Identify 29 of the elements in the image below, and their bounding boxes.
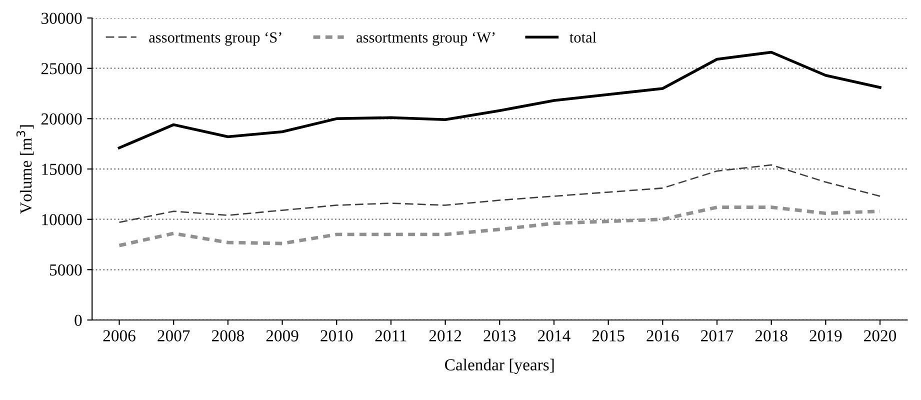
x-tick-label: 2008 xyxy=(212,330,244,342)
line-series xyxy=(118,164,881,224)
legend-label: assortments group ‘S’ xyxy=(149,32,282,46)
x-tick-label: 2015 xyxy=(592,330,624,342)
x-tick-label: 2006 xyxy=(103,330,136,342)
line-series xyxy=(118,50,882,150)
x-tick-label: 2007 xyxy=(158,330,190,342)
legend-label: total xyxy=(570,32,596,43)
x-tick-label: 2018 xyxy=(755,330,788,342)
y-tick-label: 5000 xyxy=(50,264,82,276)
y-axis-title: Volume [m$^{3}$] xyxy=(16,125,34,214)
x-tick-label: 2012 xyxy=(429,330,462,342)
y-tick-label: 15000 xyxy=(42,164,82,175)
y-tick-label: 10000 xyxy=(42,214,82,226)
y-tick-label: 30000 xyxy=(42,12,82,24)
x-tick-label: 2014 xyxy=(538,330,570,342)
x-tick-label: 2019 xyxy=(810,330,842,342)
x-tick-label: 2020 xyxy=(864,330,896,342)
legend-label: assortments group ‘W’ xyxy=(356,32,495,46)
x-tick-label: 2010 xyxy=(320,330,353,342)
y-tick-label: 0 xyxy=(74,314,82,326)
y-tick-label: 20000 xyxy=(41,113,82,125)
y-tick-label: 25000 xyxy=(41,63,82,74)
x-tick-label: 2009 xyxy=(266,330,298,342)
x-tick-label: 2016 xyxy=(646,330,679,342)
x-axis-title: Calendar [years] xyxy=(445,358,554,374)
x-tick-label: 2011 xyxy=(375,330,406,342)
x-tick-label: 2017 xyxy=(701,330,734,342)
x-tick-label: 2013 xyxy=(484,330,516,342)
